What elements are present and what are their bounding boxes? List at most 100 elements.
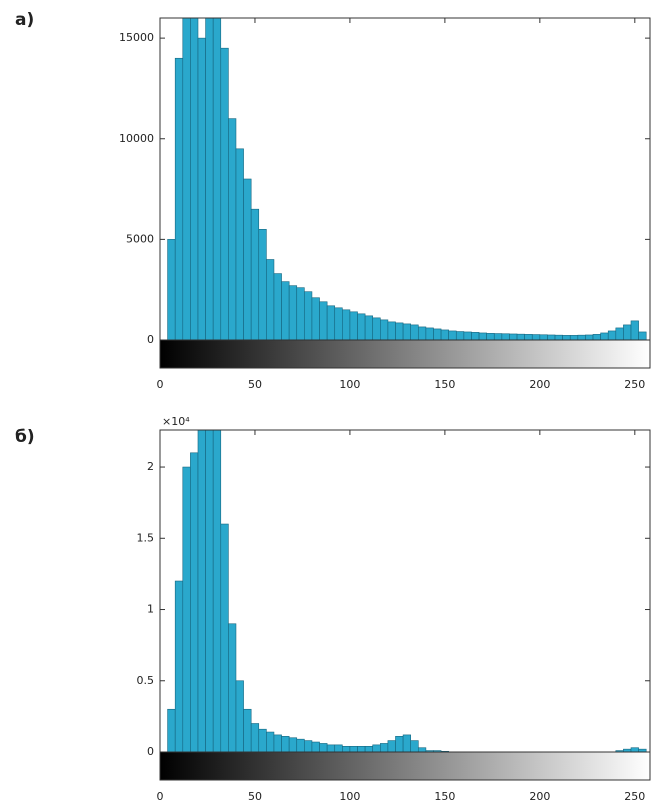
bar [623, 324, 632, 340]
x-tick-label: 50 [248, 790, 262, 803]
bar [258, 728, 267, 752]
x-tick-label: 50 [248, 378, 262, 391]
bar [205, 430, 214, 752]
bar [478, 332, 487, 340]
bar [577, 334, 586, 340]
histogram-panel: б) ×10⁴ 0 0.5 1 1.5 2 0 50 100 150 200 250 [15, 415, 651, 803]
x-tick-label: 0 [157, 790, 164, 803]
bar [592, 334, 601, 340]
bar [486, 333, 495, 340]
bar [600, 332, 609, 340]
bar [296, 738, 305, 752]
x-tick-label: 250 [624, 790, 645, 803]
bar [440, 329, 449, 340]
y-tick-label: 5000 [126, 232, 154, 245]
y-tick-label: 0.5 [137, 674, 155, 687]
y-tick-label: 0 [147, 333, 154, 346]
bar [417, 326, 427, 340]
bar [182, 18, 191, 340]
bar [311, 297, 320, 340]
y-tick-label: 0 [147, 745, 154, 758]
bar [266, 259, 275, 340]
x-tick-label: 0 [157, 378, 164, 391]
bar [417, 747, 427, 752]
bar [524, 334, 533, 340]
bar [516, 333, 525, 340]
bar [372, 744, 381, 752]
bar [197, 430, 206, 752]
bar [220, 523, 229, 752]
bar [395, 736, 404, 752]
bar [509, 333, 518, 340]
bar [228, 118, 237, 340]
bar [319, 743, 328, 752]
y-tick-label: 1 [147, 603, 154, 616]
x-tick-label: 150 [434, 378, 455, 391]
bar [296, 287, 305, 340]
bar [455, 331, 465, 340]
bar [273, 273, 282, 340]
bar [288, 737, 298, 752]
bar [174, 580, 184, 752]
bar [501, 333, 510, 340]
bar [387, 321, 396, 340]
bar [569, 335, 579, 340]
bar [547, 334, 556, 340]
bar [197, 37, 206, 340]
bar [235, 680, 244, 752]
bar [250, 208, 260, 340]
bar [182, 466, 191, 752]
bar [243, 708, 252, 752]
bar [471, 332, 480, 340]
bar [349, 746, 358, 752]
bar [463, 331, 472, 340]
bar [585, 334, 594, 340]
bar [212, 430, 222, 752]
panel-label: а) [15, 10, 34, 30]
bar [258, 229, 267, 340]
bar [281, 736, 290, 752]
bar [554, 334, 563, 340]
bar [304, 740, 313, 752]
histogram-panel: а) 0 5000 10000 15000 0 50 100 150 200 250 [15, 10, 651, 391]
bar [357, 746, 366, 752]
x-tick-label: 100 [339, 790, 360, 803]
bar [250, 723, 260, 752]
bar [167, 708, 176, 752]
bar [357, 313, 366, 340]
bar [243, 178, 252, 340]
bar [319, 301, 328, 340]
bar [342, 309, 351, 340]
bar [395, 322, 404, 340]
bar [205, 18, 214, 340]
bar [334, 744, 343, 752]
bar [220, 47, 229, 340]
x-tick-label: 150 [434, 790, 455, 803]
bar [630, 747, 639, 752]
bar [607, 330, 617, 340]
bar [304, 291, 313, 340]
bar [190, 18, 199, 340]
bar [167, 239, 176, 340]
bar [630, 320, 639, 340]
bar [410, 740, 419, 752]
bar [228, 623, 237, 752]
y-tick-label: 10000 [119, 132, 154, 145]
bar [448, 330, 457, 340]
bar [212, 18, 222, 340]
bar [493, 333, 503, 340]
bar [273, 734, 282, 752]
bar [364, 315, 374, 340]
colorbar [159, 751, 651, 781]
y-tick-label: 1.5 [137, 531, 155, 544]
bars [167, 18, 647, 340]
bar [410, 324, 419, 340]
bar [326, 305, 336, 340]
x-tick-label: 100 [339, 378, 360, 391]
bar [342, 746, 351, 752]
bar [562, 335, 571, 340]
bar [235, 148, 244, 340]
bar [638, 748, 647, 752]
bar [615, 327, 624, 340]
